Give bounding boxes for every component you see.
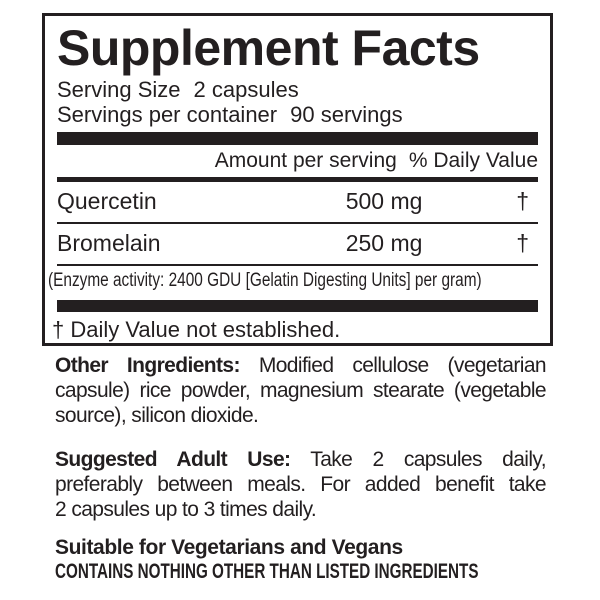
table-header-row: Amount per serving % Daily Value: [57, 149, 538, 173]
table-row: Bromelain 250 mg †: [57, 224, 538, 264]
row-separator: [57, 222, 538, 224]
contains-note: CONTAINS NOTHING OTHER THAN LISTED INGRE…: [55, 560, 479, 583]
column-header-amount: Amount per serving: [214, 149, 397, 172]
serving-size-label: Serving Size: [57, 77, 181, 102]
servings-per-container-value: 90 servings: [290, 102, 403, 127]
ingredient-name: Bromelain: [57, 230, 161, 256]
other-ingredients-line: capsule) rice powder, magnesium stearate…: [55, 379, 547, 402]
column-header-daily-value: % Daily Value: [408, 149, 538, 172]
suggested-use-line: 2 capsules up to 3 times daily.: [55, 498, 317, 521]
suggested-use-line: preferably between meals. For added bene…: [55, 473, 547, 496]
servings-per-container-line: Servings per container 90 servings: [57, 102, 538, 127]
row-separator: [57, 264, 538, 266]
header-separator: [57, 177, 538, 182]
suggested-use-text: Take 2 capsules daily,: [310, 448, 547, 471]
other-ingredients-paragraph: Other Ingredients: Modified cellulose (v…: [55, 353, 547, 428]
thick-separator-top: [57, 132, 538, 145]
suggested-use-paragraph: Suggested Adult Use: Take 2 capsules dai…: [55, 447, 547, 522]
table-row: Quercetin 500 mg †: [57, 182, 538, 222]
ingredient-amount: 500 mg: [345, 188, 423, 214]
serving-size-value: 2 capsules: [193, 77, 299, 102]
other-ingredients-line: source), silicon dioxide.: [55, 404, 259, 427]
suggested-use-heading: Suggested Adult Use:: [55, 448, 291, 471]
other-ingredients-text: Modified cellulose (vegetarian: [258, 354, 547, 377]
daily-value-footnote: † Daily Value not established.: [52, 317, 341, 342]
other-ingredients-line: Other Ingredients: Modified cellulose (v…: [55, 353, 547, 378]
servings-per-container-label: Servings per container: [57, 102, 278, 127]
ingredient-daily-value: †: [516, 230, 529, 256]
ingredient-amount: 250 mg: [345, 230, 423, 256]
ingredient-daily-value: †: [516, 188, 529, 214]
other-ingredients-heading: Other Ingredients:: [55, 354, 241, 377]
ingredient-name: Quercetin: [57, 188, 157, 214]
thick-separator-bottom: [57, 300, 538, 312]
suggested-use-line: Suggested Adult Use: Take 2 capsules dai…: [55, 447, 547, 472]
serving-size-line: Serving Size 2 capsules: [57, 77, 538, 102]
enzyme-activity-note: (Enzyme activity: 2400 GDU [Gelatin Dige…: [48, 270, 482, 291]
vegetarian-note: Suitable for Vegetarians and Vegans: [55, 536, 403, 559]
supplement-facts-panel: Supplement Facts Serving Size 2 capsules…: [42, 13, 553, 346]
panel-title: Supplement Facts: [57, 20, 480, 76]
